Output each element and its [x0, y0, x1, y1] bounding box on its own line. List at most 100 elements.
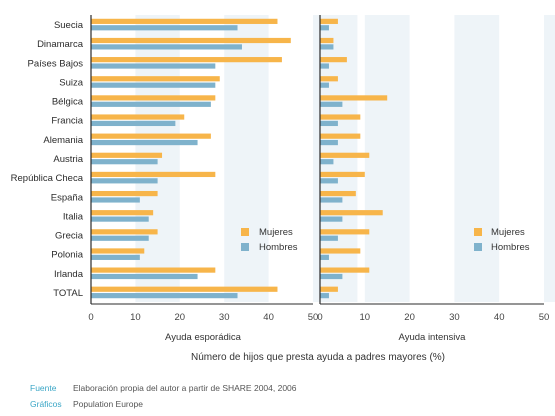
bar-hombres — [320, 101, 343, 107]
legend-right: Mujeres Hombres — [474, 227, 530, 253]
bar-mujeres — [320, 210, 383, 216]
bar-hombres — [320, 197, 343, 203]
category-label: Italia — [63, 211, 84, 222]
bar-hombres — [91, 44, 242, 50]
x-tick-label: 20 — [404, 312, 415, 323]
category-label: España — [51, 192, 84, 203]
category-label: Suecia — [54, 20, 84, 31]
bar-mujeres — [320, 286, 338, 292]
footer-graphics: Gráficos Population Europe — [30, 400, 143, 409]
legend-label-mujeres: Mujeres — [491, 227, 525, 238]
subtitle-left: Ayuda esporádica — [165, 332, 242, 343]
bar-hombres — [320, 293, 329, 299]
grid-band — [135, 15, 180, 302]
footer-source-key: Fuente — [30, 383, 57, 393]
category-label: TOTAL — [53, 288, 83, 299]
category-label: Francia — [51, 116, 83, 127]
bar-hombres — [91, 293, 238, 299]
bar-mujeres — [320, 248, 361, 254]
bar-mujeres — [320, 133, 361, 139]
x-axis-title: Número de hijos que presta ayuda a padre… — [191, 352, 445, 363]
bar-mujeres — [320, 95, 388, 101]
panel-ayuda-intensiva: 0 10 20 30 40 50 — [317, 15, 555, 323]
x-tick-label: 0 — [317, 312, 322, 323]
bar-mujeres — [91, 76, 220, 82]
bar-hombres — [320, 159, 334, 165]
category-label: Dinamarca — [37, 39, 84, 50]
bar-mujeres — [320, 37, 334, 44]
bar-hombres — [320, 178, 338, 184]
bar-hombres — [320, 139, 338, 146]
category-label: Alemania — [43, 135, 83, 146]
bar-hombres — [91, 159, 158, 165]
bar-hombres — [91, 25, 238, 31]
bar-hombres — [91, 254, 140, 260]
legend-label-mujeres: Mujeres — [259, 227, 293, 238]
category-label: Austria — [53, 154, 83, 165]
bar-hombres — [320, 82, 329, 88]
category-labels: Suecia Dinamarca Países Bajos Suiza Bélgica F… — [11, 20, 84, 299]
bar-hombres — [91, 101, 211, 107]
x-tick-label: 30 — [449, 312, 460, 323]
bar-mujeres — [91, 114, 185, 120]
bar-hombres — [91, 120, 176, 127]
panel-ayuda-esporadica: 0 10 20 30 40 50 — [88, 15, 358, 323]
footer-source: Fuente Elaboración propia del autor a par… — [30, 384, 297, 393]
bar-mujeres — [91, 171, 216, 178]
legend-label-hombres: Hombres — [259, 242, 298, 253]
legend-swatch-hombres — [474, 243, 482, 251]
footer-source-value: Elaboración propia del autor a partir de… — [73, 383, 297, 393]
x-tick-label: 0 — [88, 312, 93, 323]
bar-hombres — [91, 216, 149, 222]
bar-hombres — [320, 25, 329, 31]
bar-hombres — [320, 63, 329, 69]
category-label: Polonia — [51, 250, 83, 261]
bar-hombres — [320, 44, 334, 50]
bar-mujeres — [91, 37, 291, 44]
grid-band — [454, 15, 500, 302]
x-tick-label: 40 — [494, 312, 505, 323]
bar-mujeres — [320, 190, 356, 197]
footer-graphics-value: Population Europe — [73, 399, 143, 409]
bar-hombres — [91, 178, 158, 184]
legend-label-hombres: Hombres — [491, 242, 530, 253]
bar-mujeres — [91, 229, 158, 235]
bar-hombres — [320, 273, 343, 280]
bar-mujeres — [91, 133, 211, 139]
x-tick-label: 20 — [175, 312, 186, 323]
bar-hombres — [91, 82, 216, 88]
x-tick-label: 50 — [308, 312, 319, 323]
legend-left: Mujeres Hombres — [241, 227, 298, 253]
bar-mujeres — [320, 171, 365, 178]
bar-hombres — [91, 139, 198, 146]
bar-mujeres — [320, 57, 347, 63]
x-tick-label: 30 — [219, 312, 230, 323]
x-tick-label: 40 — [263, 312, 274, 323]
bar-hombres — [320, 120, 338, 127]
legend-swatch-mujeres — [474, 228, 482, 236]
grid-band — [544, 15, 555, 302]
legend-swatch-mujeres — [241, 228, 249, 236]
category-label: Bélgica — [52, 97, 84, 108]
grid-band — [224, 15, 269, 302]
bar-mujeres — [320, 114, 361, 120]
subtitle-right: Ayuda intensiva — [399, 332, 467, 343]
x-tick-label: 50 — [539, 312, 550, 323]
bar-mujeres — [91, 57, 282, 63]
category-label: Países Bajos — [28, 58, 84, 69]
bar-hombres — [320, 254, 329, 260]
grid-band — [364, 15, 410, 302]
bar-mujeres — [320, 229, 370, 235]
bar-mujeres — [320, 267, 370, 273]
bar-hombres — [320, 216, 343, 222]
category-label: Irlanda — [54, 269, 84, 280]
bar-mujeres — [91, 248, 145, 254]
bar-hombres — [91, 197, 140, 203]
bar-hombres — [91, 63, 216, 69]
bar-mujeres — [320, 18, 338, 24]
bar-hombres — [91, 235, 149, 241]
bar-hombres — [91, 273, 198, 280]
category-label: Grecia — [55, 231, 84, 242]
bar-mujeres — [91, 267, 216, 273]
